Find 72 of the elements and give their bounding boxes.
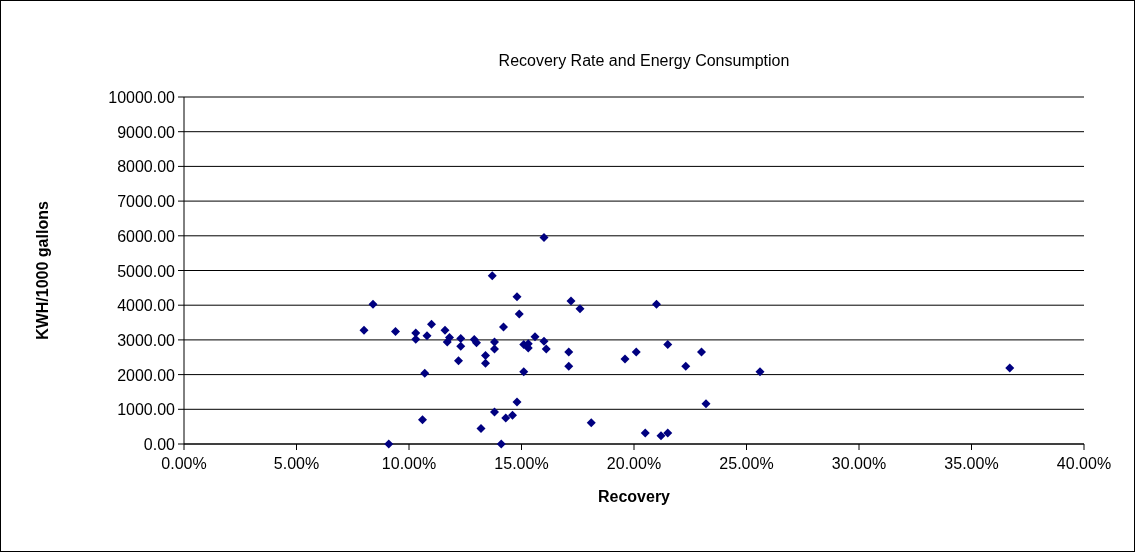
point [481, 351, 490, 361]
point [512, 397, 522, 407]
x-tick-label: 10.00% [381, 455, 437, 472]
point [512, 292, 522, 302]
point [530, 332, 540, 342]
y-tick-label: 8000.00 [117, 158, 176, 176]
point [384, 439, 394, 449]
point [391, 327, 400, 337]
point [652, 299, 661, 309]
point [476, 423, 486, 433]
point [539, 233, 549, 243]
y-tick-label: 2000.00 [117, 366, 176, 384]
y-tick-label: 3000.00 [117, 331, 176, 349]
point [541, 344, 551, 354]
point [481, 358, 490, 368]
point [656, 431, 666, 441]
point [420, 368, 430, 378]
point [499, 322, 508, 332]
x-tick-label: 30.00% [831, 455, 887, 472]
point [564, 361, 574, 371]
y-tick-label: 1000.00 [117, 401, 176, 419]
y-tick-label: 6000.00 [117, 227, 176, 245]
y-tick-label: 9000.00 [117, 123, 176, 141]
x-tick-label: 40.00% [1056, 455, 1112, 472]
point [701, 399, 711, 409]
point [418, 415, 427, 425]
point [454, 356, 463, 366]
point [697, 347, 706, 357]
point [508, 410, 517, 420]
y-tick-label: 0.00 [143, 436, 176, 453]
x-tick-label: 15.00% [494, 455, 549, 472]
point [663, 428, 673, 438]
y-tick-label: 4000.00 [117, 297, 176, 315]
point [440, 325, 450, 335]
point [490, 407, 499, 417]
point [501, 413, 511, 423]
x-tick-label: 20.00% [606, 455, 662, 472]
x-tick-label: 5.00% [273, 455, 320, 472]
point [422, 331, 432, 341]
y-tick-label: 5000.00 [117, 262, 176, 280]
point [445, 332, 454, 342]
chart-title: Recovery Rate and Energy Consumption [498, 52, 790, 69]
x-tick-label: 25.00% [719, 455, 774, 472]
point [564, 347, 574, 357]
point [586, 418, 596, 428]
point [456, 334, 466, 344]
point [368, 299, 378, 309]
point [490, 344, 499, 354]
point [640, 428, 650, 438]
point [514, 309, 524, 319]
point [755, 367, 765, 377]
point [496, 439, 506, 449]
point [519, 367, 529, 377]
point [487, 271, 497, 281]
point [427, 319, 436, 329]
point [490, 337, 499, 347]
point [620, 354, 630, 364]
y-tick-label: 7000.00 [117, 193, 176, 211]
point [631, 347, 641, 357]
point [575, 304, 585, 314]
point [566, 296, 576, 306]
x-tick-label: 0.00% [161, 455, 207, 472]
y-axis-title: KWH/1000 gallons [34, 201, 51, 340]
point [456, 341, 466, 351]
point [681, 361, 691, 371]
point [663, 339, 673, 349]
point [1005, 363, 1015, 373]
y-tick-label: 10000.00 [108, 89, 176, 106]
x-axis-title: Recovery [597, 488, 671, 505]
x-tick-label: 35.00% [944, 455, 999, 472]
point [359, 325, 369, 335]
point [539, 336, 549, 346]
